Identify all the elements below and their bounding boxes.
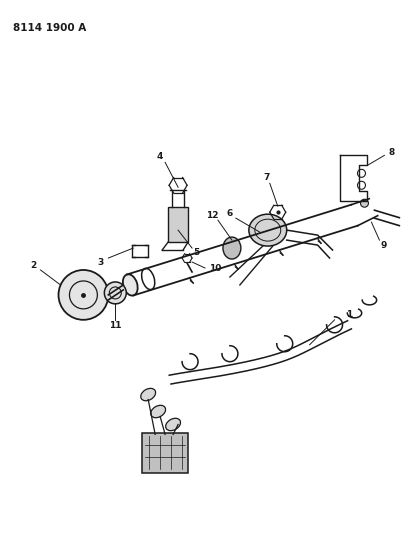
Circle shape — [358, 169, 365, 177]
Circle shape — [58, 270, 109, 320]
Ellipse shape — [141, 389, 156, 401]
Text: 6: 6 — [227, 209, 233, 217]
Text: 4: 4 — [157, 152, 163, 161]
Ellipse shape — [123, 274, 138, 296]
Text: 8114 1900 A: 8114 1900 A — [13, 23, 86, 33]
FancyBboxPatch shape — [142, 433, 188, 473]
Ellipse shape — [223, 237, 241, 259]
Polygon shape — [168, 207, 188, 242]
Text: 11: 11 — [109, 321, 122, 330]
Text: 3: 3 — [97, 257, 104, 266]
Text: 5: 5 — [193, 247, 199, 256]
Text: 10: 10 — [209, 264, 221, 273]
Circle shape — [360, 199, 368, 207]
Text: 1: 1 — [346, 310, 353, 319]
Ellipse shape — [249, 214, 287, 246]
Text: 9: 9 — [380, 240, 387, 249]
Text: 2: 2 — [30, 261, 37, 270]
Circle shape — [358, 181, 365, 189]
Text: 8: 8 — [388, 148, 395, 157]
Circle shape — [104, 282, 126, 304]
Text: 12: 12 — [206, 211, 218, 220]
Text: 7: 7 — [263, 173, 270, 182]
Ellipse shape — [151, 405, 166, 418]
Ellipse shape — [166, 418, 180, 431]
